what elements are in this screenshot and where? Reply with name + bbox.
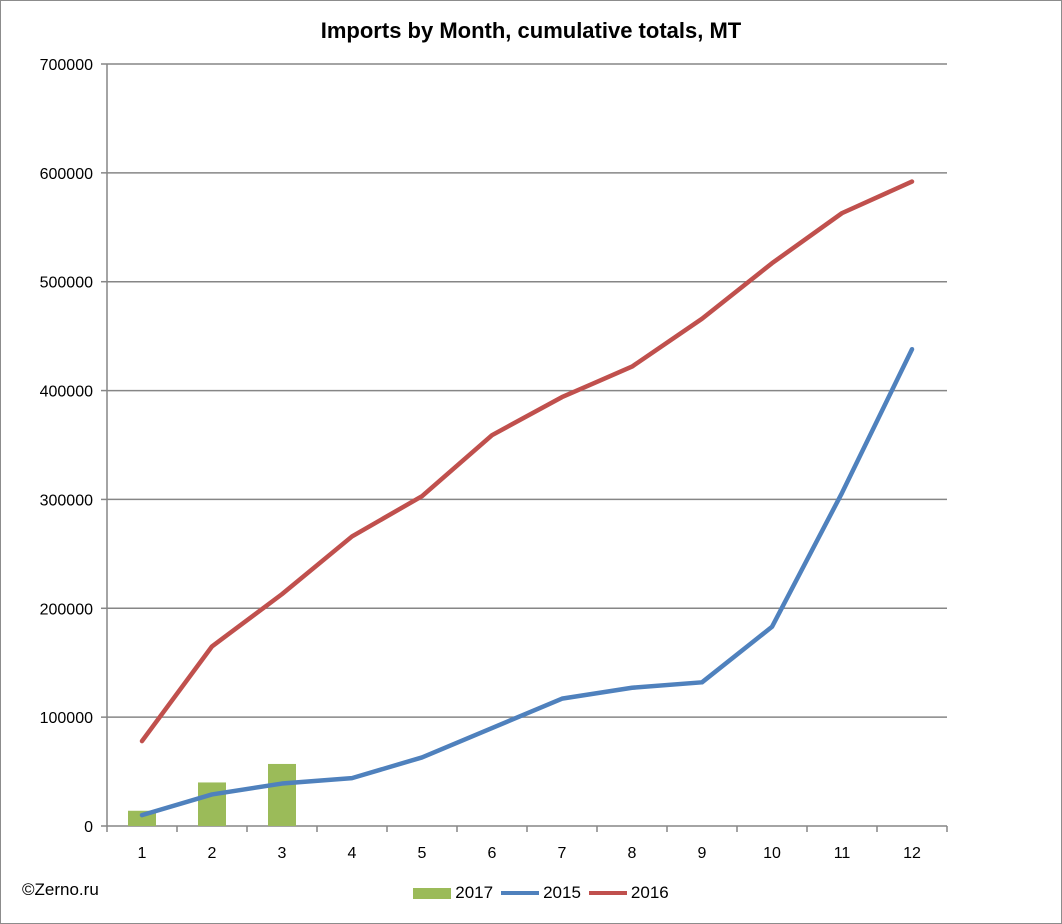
legend-label: 2016 <box>630 883 669 902</box>
line-2016 <box>139 179 915 744</box>
chart-title: Imports by Month, cumulative totals, MT <box>320 18 742 43</box>
bar-2017-3 <box>268 763 296 826</box>
legend-label: 2015 <box>543 883 581 902</box>
legend-item-2017: 2017 <box>413 883 493 903</box>
y-tick-labels: 0 100000 200000 300000 400000 500000 600000 700… <box>40 57 93 836</box>
x-tick-label: 10 <box>763 845 781 862</box>
legend-swatch <box>413 887 452 899</box>
x-tick-label: 8 <box>628 845 637 862</box>
x-tick-label: 9 <box>698 845 707 862</box>
y-tick-label: 400000 <box>40 384 93 401</box>
legend-swatch <box>588 891 627 895</box>
x-tick-label: 3 <box>278 845 287 862</box>
x-tick-label: 11 <box>834 845 851 862</box>
plot-area: 0 100000 200000 300000 400000 500000 600000 700… <box>40 57 948 862</box>
x-tick-label: 5 <box>418 845 427 862</box>
gridlines <box>107 63 947 718</box>
x-tick-label: 6 <box>488 845 497 862</box>
line-series <box>139 179 915 818</box>
x-tick-label: 7 <box>558 845 567 862</box>
y-tick-label: 100000 <box>40 710 93 727</box>
y-tick-label: 300000 <box>40 492 93 509</box>
bar-series-2017 <box>128 763 296 826</box>
y-tick-label: 700000 <box>40 57 93 74</box>
x-tick-label: 4 <box>348 845 357 862</box>
y-tick-label: 200000 <box>40 601 93 618</box>
legend-item-2015: 2015 <box>501 883 581 903</box>
legend: 2017 2015 2016 <box>0 880 1062 906</box>
x-tick-label: 1 <box>138 845 147 862</box>
legend-swatch <box>501 891 540 895</box>
y-tick-label: 0 <box>84 819 93 836</box>
copyright-text: ©Zerno.ru <box>22 880 99 899</box>
x-tick-label: 12 <box>903 845 921 862</box>
bar-2017-2 <box>198 782 226 826</box>
y-tick-label: 500000 <box>40 275 93 292</box>
legend-label: 2017 <box>455 883 494 902</box>
x-tick-label: 2 <box>208 845 217 862</box>
legend-item-2016: 2016 <box>588 883 669 903</box>
y-tick-label: 600000 <box>40 166 93 183</box>
x-tick-labels: 1 2 3 4 5 6 7 8 9 10 11 12 <box>138 845 921 862</box>
axes <box>101 63 948 832</box>
line-2015 <box>139 346 915 818</box>
